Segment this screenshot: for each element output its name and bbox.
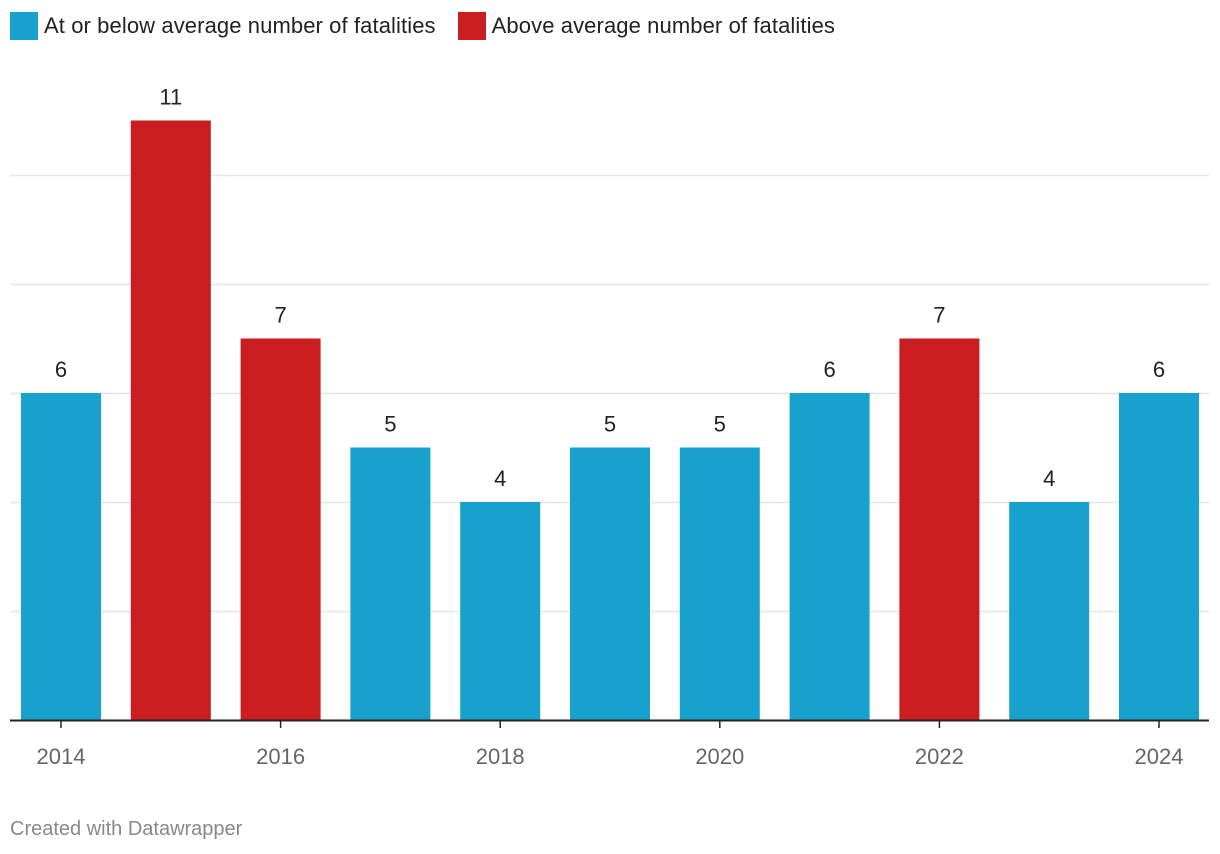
bar-value-label-2019: 5 bbox=[604, 412, 616, 437]
bar-value-label-2018: 4 bbox=[494, 466, 506, 491]
bars bbox=[21, 120, 1199, 720]
bar-value-label-2016: 7 bbox=[274, 303, 286, 328]
x-tick-label-2018: 2018 bbox=[476, 744, 525, 769]
x-tick-label-2022: 2022 bbox=[915, 744, 964, 769]
bar-value-label-2014: 6 bbox=[55, 357, 67, 382]
x-tick-label-2016: 2016 bbox=[256, 744, 305, 769]
bar-2023 bbox=[1009, 502, 1090, 720]
bar-2020 bbox=[679, 447, 760, 720]
bar-value-label-2020: 5 bbox=[714, 412, 726, 437]
bar-value-label-2021: 6 bbox=[823, 357, 835, 382]
legend-label-below-average: At or below average number of fatalities bbox=[44, 13, 436, 38]
bar-2017 bbox=[350, 447, 431, 720]
x-axis: 2014 2016 2018 2020 2022 2024 bbox=[10, 719, 1209, 769]
legend-swatch-below-average bbox=[10, 12, 38, 40]
legend: At or below average number of fatalities… bbox=[10, 12, 857, 40]
bar-2014 bbox=[21, 393, 101, 720]
bar-value-labels: 6 11 7 5 4 5 5 6 7 4 6 bbox=[55, 85, 1165, 492]
footer-credit: Created with Datawrapper bbox=[10, 818, 243, 840]
bar-value-label-2024: 6 bbox=[1153, 357, 1165, 382]
x-tick-label-2020: 2020 bbox=[695, 744, 744, 769]
bar-2019 bbox=[570, 447, 650, 720]
bar-2018 bbox=[460, 502, 541, 720]
legend-item-below-average: At or below average number of fatalities bbox=[10, 12, 436, 40]
legend-swatch-above-average bbox=[457, 12, 486, 40]
bar-value-label-2017: 5 bbox=[384, 412, 396, 437]
bar-2021 bbox=[789, 393, 870, 720]
legend-item-above-average: Above average number of fatalities bbox=[457, 12, 836, 40]
x-tick-label-2014: 2014 bbox=[37, 744, 86, 769]
bar-value-label-2022: 7 bbox=[933, 303, 945, 328]
bar-2024 bbox=[1119, 393, 1199, 720]
bar-chart: 6 11 7 5 4 5 5 6 7 4 6 2014 2016 2018 2020 2022 2024 bbox=[10, 85, 1209, 769]
bar-value-label-2023: 4 bbox=[1043, 466, 1055, 491]
legend-label-above-average: Above average number of fatalities bbox=[491, 13, 836, 38]
bar-value-label-2015: 11 bbox=[159, 85, 182, 110]
bar-2015 bbox=[130, 120, 211, 720]
x-tick-label-2024: 2024 bbox=[1135, 744, 1184, 769]
bar-2016 bbox=[240, 338, 321, 720]
bar-2022 bbox=[899, 338, 980, 720]
